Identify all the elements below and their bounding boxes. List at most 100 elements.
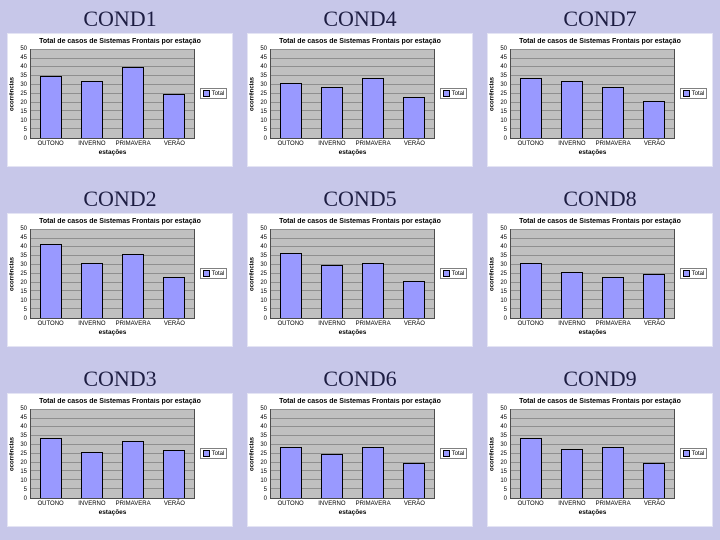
y-tick-label: 20 [260,459,267,466]
bar-vero [162,277,185,318]
gridline [31,435,194,437]
y-tick-label: 0 [263,495,267,502]
legend-item: Total [679,448,708,460]
legend: Total [195,409,232,499]
y-tick-label: 45 [500,234,507,241]
y-tick-label: 20 [20,279,27,286]
x-category-labels: OUTONO INVERNO PRIMAVERA VERÃO [510,321,675,327]
legend: Total [195,229,232,319]
panel-title-cond4: COND4 [323,6,397,31]
bar-primavera [121,67,144,138]
gridline [511,470,674,472]
y-tick-label: 20 [260,279,267,286]
gridline [271,443,434,445]
gridline [511,426,674,428]
y-tick-label: 40 [20,63,27,70]
x-category-label: PRIMAVERA [355,320,391,327]
legend: Total [675,409,712,499]
x-axis-label: estações [578,508,607,516]
bar-vero [402,462,425,498]
y-axis-label: ocorrências [249,436,256,471]
y-tick-label: 35 [20,252,27,259]
panel-title-cond5: COND5 [323,186,397,211]
x-category-label: VERÃO [643,140,665,147]
y-axis-ticks: 0 5 10 15 20 25 30 35 40 45 50 [257,46,270,142]
x-category-label: PRIMAVERA [115,320,151,327]
chart-title: Total de casos de Sistemas Frontais por … [39,218,201,226]
gridline [271,408,434,410]
gridline [31,479,194,481]
chart-title: Total de casos de Sistemas Frontais por … [519,218,681,226]
gridline [271,290,434,292]
x-axis-label: estações [338,508,367,516]
legend-item: Total [199,448,228,460]
y-tick-label: 5 [23,306,27,313]
bar-inverno [561,81,584,138]
bar-primavera [121,254,144,318]
y-tick-label: 30 [500,261,507,268]
bar-inverno [81,263,104,318]
x-category-labels: OUTONO INVERNO PRIMAVERA VERÃO [270,141,435,147]
panel-title-cond7: COND7 [563,6,637,31]
y-tick-label: 0 [503,495,507,502]
chart-panel-cond3: COND3 Total de casos de Sistemas Frontai… [0,360,240,540]
y-tick-label: 50 [500,225,507,232]
plot-area [510,48,675,139]
y-tick-label: 5 [23,486,27,493]
y-tick-label: 40 [20,243,27,250]
gridline [31,246,194,248]
bars-group [511,410,674,498]
gridline [31,92,194,94]
y-tick-label: 45 [20,234,27,241]
bar-vero [642,462,665,498]
gridline [31,48,194,50]
panel-title-cond1: COND1 [83,6,157,31]
x-category-label: INVERNO [558,320,586,327]
y-tick-label: 0 [503,315,507,322]
bar-outono [280,83,303,138]
gridline [511,435,674,437]
bar-outono [520,263,543,318]
bar-chart-cond4: Total de casos de Sistemas Frontais por … [248,34,472,167]
legend: Total [195,49,232,139]
gridline [271,479,434,481]
gridline [271,228,434,230]
legend: Total [435,229,472,319]
gridline [511,119,674,121]
x-category-label: OUTONO [277,140,304,147]
bar-primavera [601,86,624,138]
gridline [31,443,194,445]
x-category-label: PRIMAVERA [595,140,631,147]
gridline [271,48,434,50]
y-tick-label: 10 [20,297,27,304]
chart-panel-cond7: COND7 Total de casos de Sistemas Frontai… [480,0,720,180]
gridline [31,110,194,112]
x-category-label: INVERNO [78,500,106,507]
gridline [271,299,434,301]
y-tick-label: 5 [263,126,267,133]
legend-swatch-icon [202,270,210,278]
y-tick-label: 45 [500,414,507,421]
legend-item: Total [679,268,708,280]
gridline [511,461,674,463]
gridline [271,461,434,463]
gridline [511,452,674,454]
legend-item: Total [439,448,468,460]
panel-title-cond8: COND8 [563,186,637,211]
y-tick-label: 15 [20,468,27,475]
y-axis-label: ocorrências [489,76,496,111]
gridline [271,66,434,68]
y-axis-label: ocorrências [249,76,256,111]
gridline [31,408,194,410]
y-tick-label: 45 [500,54,507,61]
y-tick-label: 5 [503,126,507,133]
chart-panel-cond6: COND6 Total de casos de Sistemas Frontai… [240,360,480,540]
y-tick-label: 15 [260,468,267,475]
bar-chart-cond1: Total de casos de Sistemas Frontais por … [8,34,232,167]
legend-item: Total [199,88,228,100]
x-category-label: INVERNO [318,320,346,327]
y-tick-label: 25 [500,90,507,97]
legend: Total [435,49,472,139]
gridline [31,66,194,68]
